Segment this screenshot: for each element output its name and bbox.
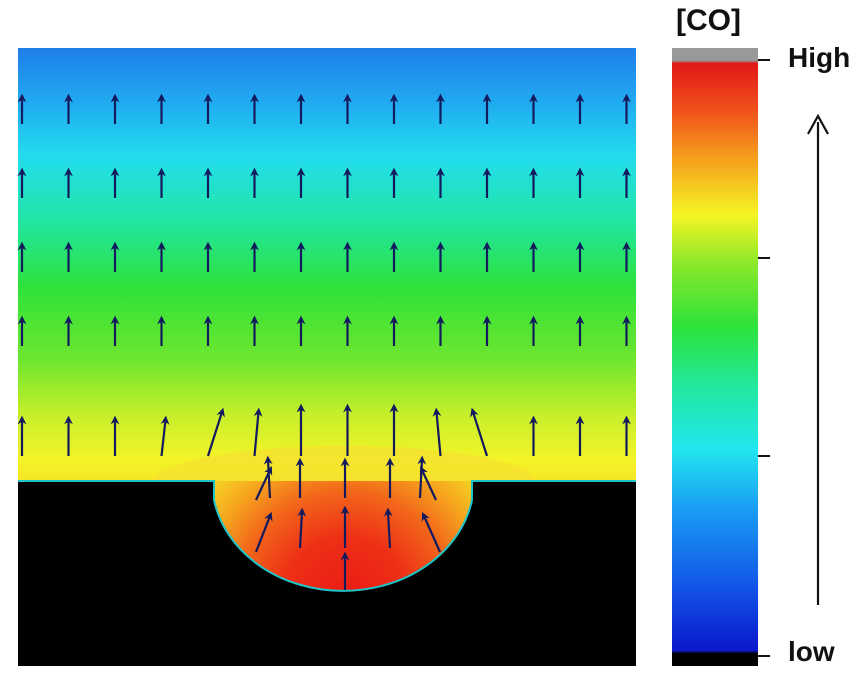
- colorbar-title: [CO]: [676, 4, 741, 37]
- trench-flux-arrow-11: [255, 466, 273, 501]
- colorbar-ticks: [758, 59, 770, 657]
- flux-arrows: [17, 93, 631, 590]
- trench-flux-arrow-12: [419, 466, 437, 501]
- increase-arrow-head: [807, 113, 829, 135]
- trench-region: [214, 481, 472, 591]
- flux-arrow-r4-c9: [432, 407, 442, 457]
- trench-flux-arrow-9: [421, 511, 442, 553]
- colorbar-low-label: low: [788, 636, 835, 667]
- solid-substrate: [18, 481, 636, 666]
- trench-outline: [18, 480, 636, 592]
- colorbar: [672, 48, 758, 666]
- trench-flux-arrow-5: [254, 511, 273, 553]
- trench-flux-arrow-8: [383, 507, 393, 549]
- concentration-field: [18, 48, 636, 481]
- flux-arrow-r4-c5: [253, 407, 263, 457]
- flux-arrow-r4-c3: [160, 415, 170, 457]
- colorbar-high-label: High: [788, 42, 851, 73]
- flux-arrow-r4-c4: [206, 407, 225, 457]
- trench-flux-arrow-6: [297, 507, 307, 549]
- flux-arrow-r4-c10: [470, 407, 489, 457]
